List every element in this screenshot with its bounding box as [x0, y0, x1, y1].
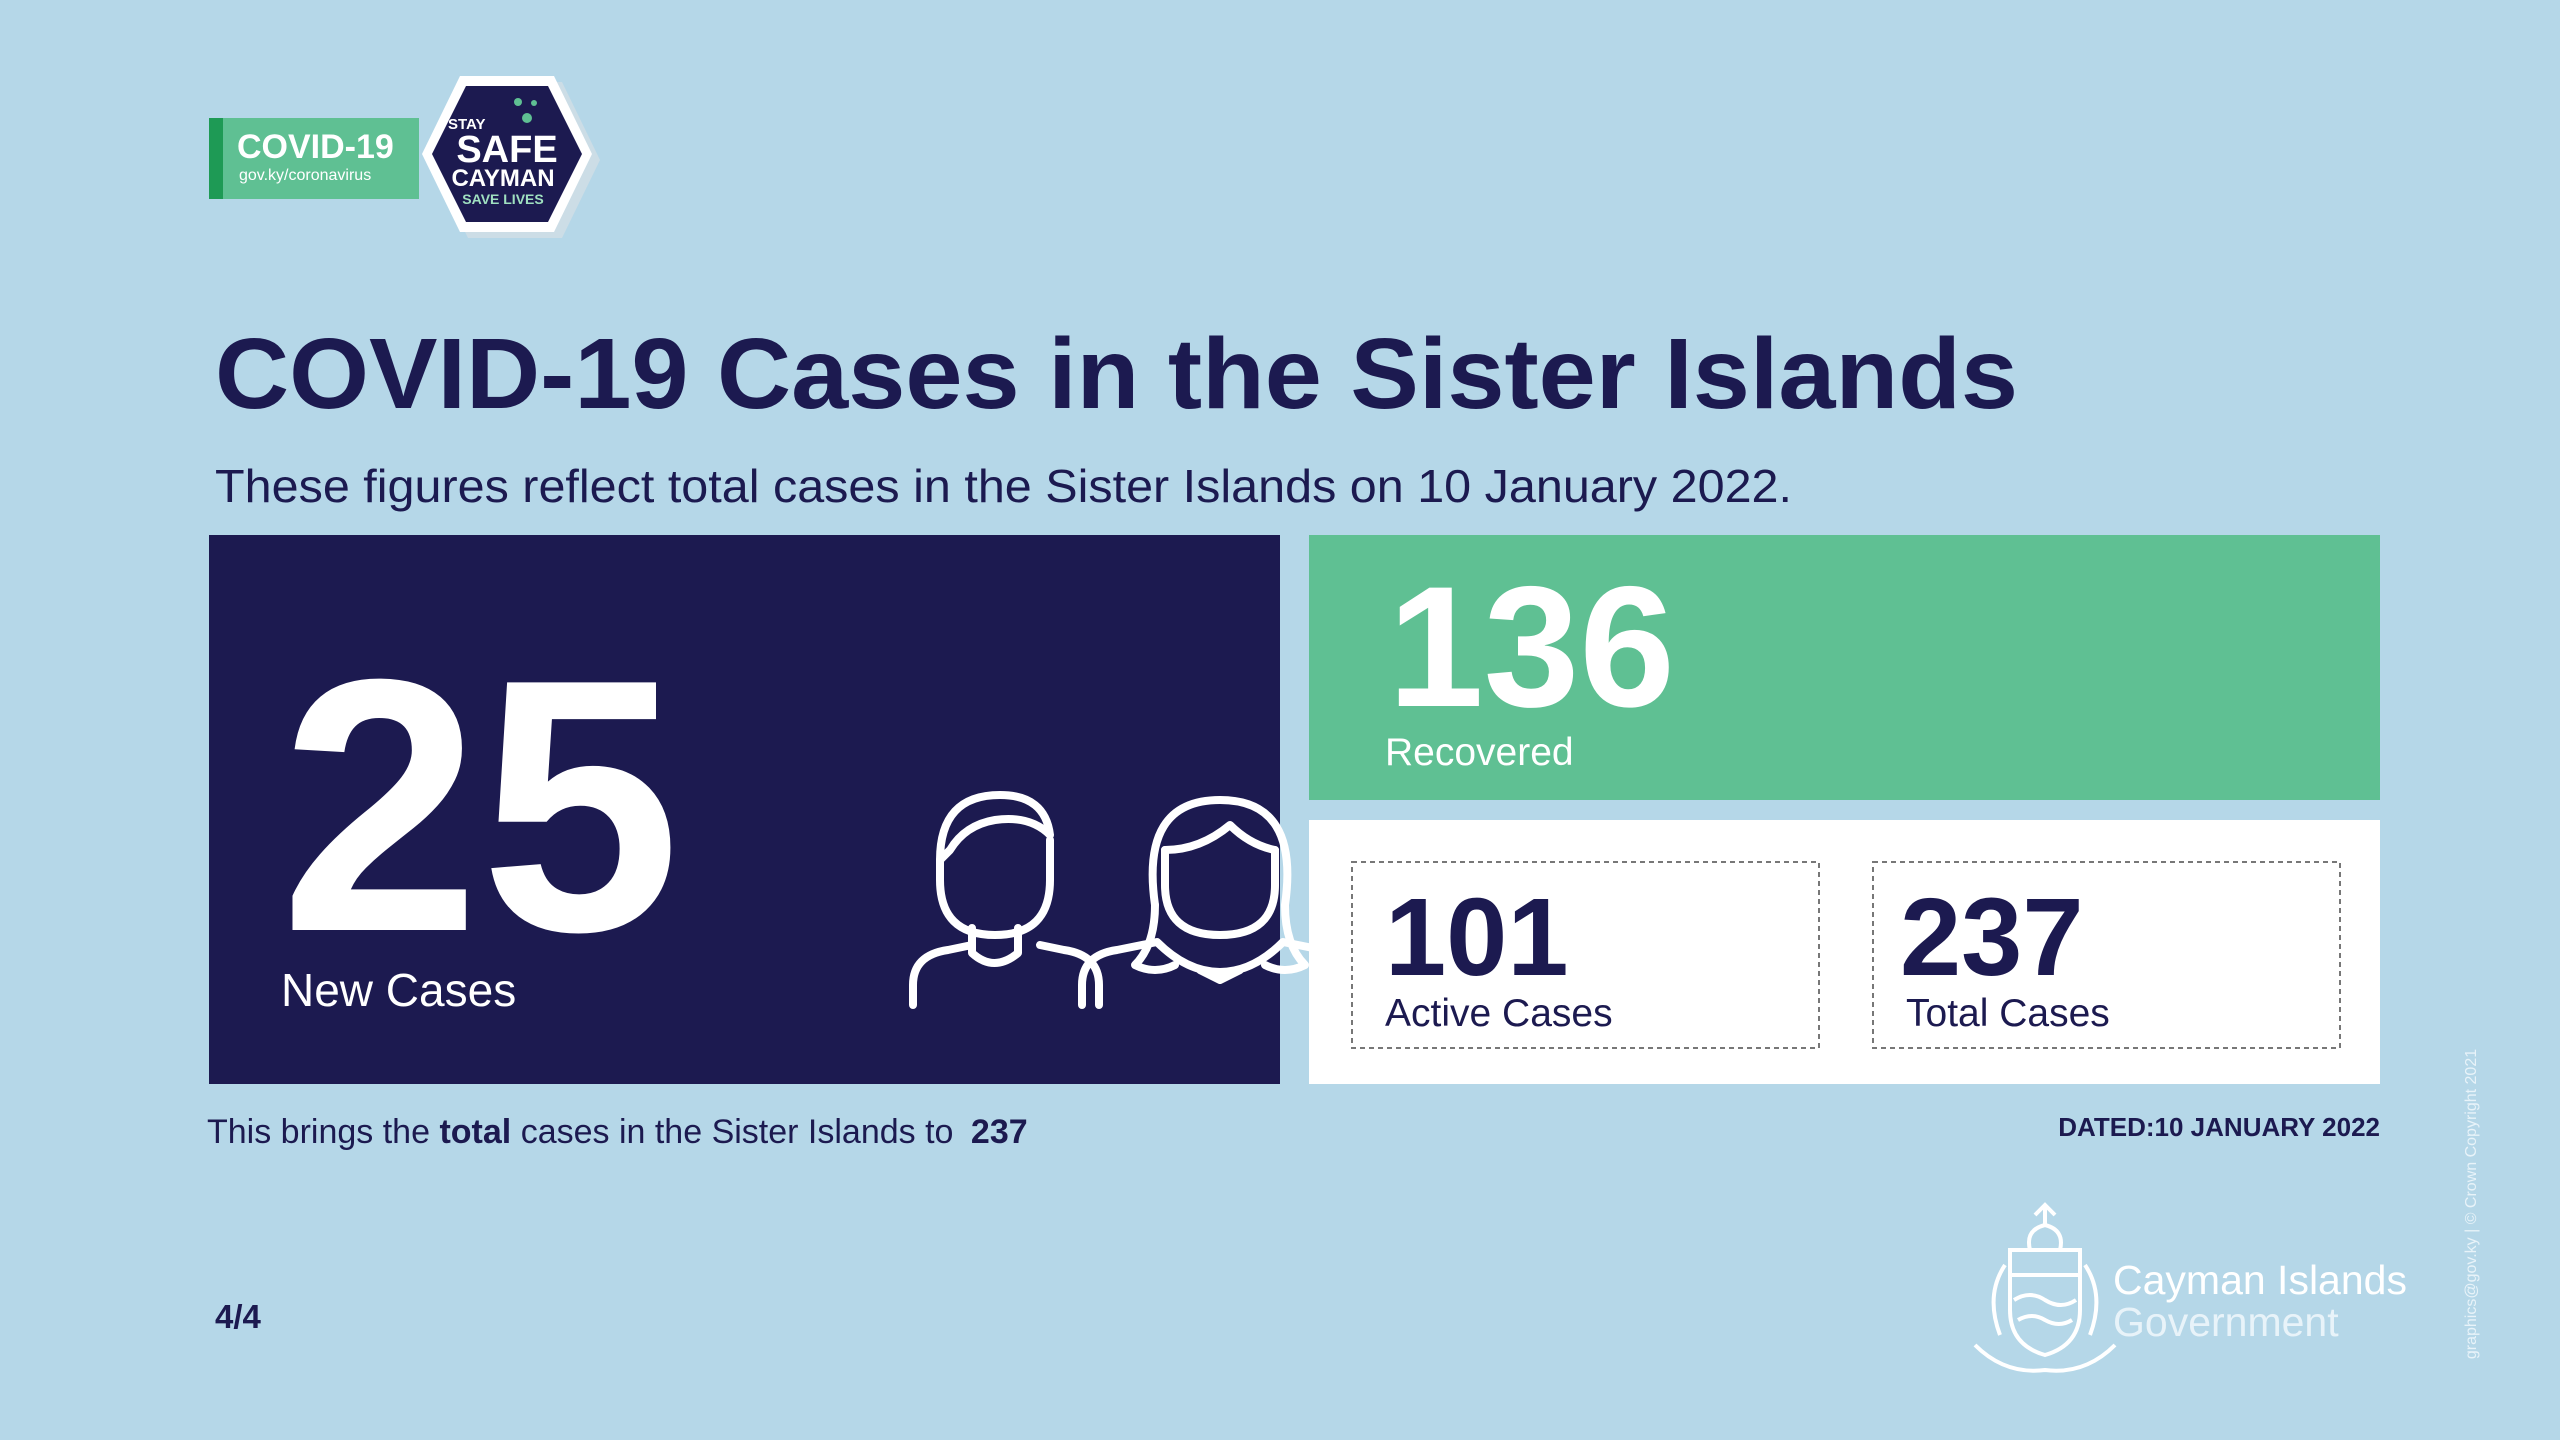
gov-line2: Government: [2113, 1299, 2339, 1345]
crest-details: [2010, 1273, 2080, 1326]
recovered-value: 136: [1388, 551, 1675, 743]
recovered-label: Recovered: [1385, 731, 1574, 774]
credit: graphics@gov.ky | © Crown Copyright 2021: [2463, 1049, 2480, 1359]
summary-panel: [1309, 820, 2380, 1084]
hex-inner: [432, 86, 582, 222]
title: COVID-19 Cases in the Sister Islands: [215, 318, 2018, 430]
logo-stay: STAY: [448, 116, 486, 133]
boy-face: [936, 836, 1054, 939]
active-value: 101: [1385, 876, 1569, 999]
footer-bold: total: [439, 1113, 511, 1151]
dated: DATED:10 JANUARY 2022: [2058, 1112, 2380, 1142]
logo-safe: SAFE: [456, 129, 557, 171]
footer-total: 237: [971, 1113, 1028, 1151]
covid-logo: COVID-19 gov.ky/coronavirus STAY SAFE CA…: [209, 76, 600, 238]
new-cases-label: New Cases: [281, 964, 516, 1016]
footer-lead: This brings the: [207, 1113, 430, 1151]
logo-stripe: [209, 118, 223, 199]
dot: [522, 113, 532, 123]
footer-sentence: This brings the total cases in the Siste…: [207, 1113, 1028, 1151]
logo-badge-text: COVID-19: [237, 128, 394, 166]
boy-neck: [968, 924, 1022, 967]
total-label: Total Cases: [1906, 992, 2110, 1035]
people-icon: [909, 791, 1362, 1009]
crest-shield: [2008, 1248, 2082, 1358]
page-number: 4/4: [215, 1298, 262, 1335]
girl-hair: [1148, 796, 1309, 974]
crest-top: [2027, 1202, 2063, 1251]
boy-hair: [936, 791, 1054, 864]
crest-sides: [1991, 1263, 2099, 1336]
logo-cayman: CAYMAN: [451, 165, 554, 192]
logo-save-lives: SAVE LIVES: [462, 191, 543, 207]
gov-line1: Cayman Islands: [2113, 1257, 2407, 1303]
logo-url: gov.ky/coronavirus: [239, 167, 371, 184]
crest: [1973, 1202, 2117, 1373]
dot: [531, 100, 537, 106]
dot: [514, 98, 522, 106]
recovered-panel: [1309, 535, 2380, 800]
active-label: Active Cases: [1385, 992, 1613, 1035]
footer-rest: cases in the Sister Islands to: [521, 1113, 954, 1151]
logo-badge: [209, 118, 419, 199]
total-value: 237: [1900, 876, 2084, 999]
new-cases-value: 25: [280, 605, 680, 1007]
girl-face: [1161, 846, 1279, 939]
total-box: [1872, 861, 2341, 1049]
active-box: [1351, 861, 1820, 1049]
subtitle: These figures reflect total cases in the…: [215, 460, 1792, 512]
crest-scroll: [1973, 1343, 2117, 1373]
girl-hair-front: [1131, 821, 1279, 974]
